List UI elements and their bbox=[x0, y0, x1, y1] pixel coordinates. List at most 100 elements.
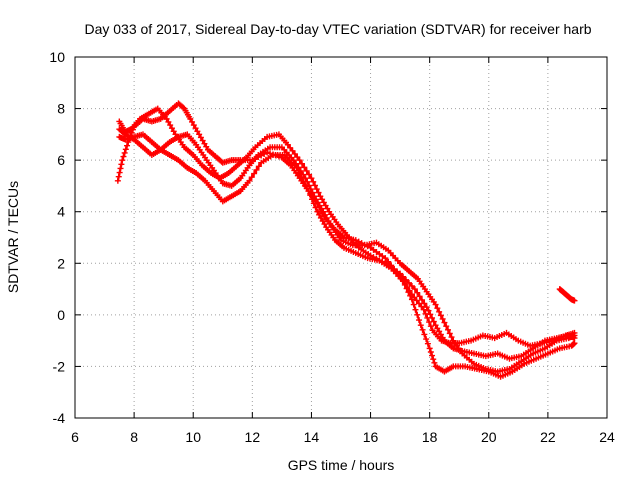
data-point bbox=[421, 300, 428, 307]
data-point bbox=[301, 164, 308, 171]
data-point bbox=[317, 214, 324, 221]
data-point bbox=[122, 146, 129, 153]
data-point bbox=[311, 182, 318, 189]
y-axis-label: SDTVAR / TECUs bbox=[5, 181, 21, 293]
data-point bbox=[425, 307, 432, 314]
series-trace-5 bbox=[556, 286, 578, 304]
data-point bbox=[400, 278, 407, 285]
data-point bbox=[405, 279, 412, 286]
data-point bbox=[121, 149, 128, 156]
data-point bbox=[436, 308, 443, 315]
data-point bbox=[443, 323, 450, 330]
data-point bbox=[412, 306, 419, 313]
data-point bbox=[571, 332, 578, 339]
plot-frame bbox=[74, 56, 608, 419]
series-trace-3 bbox=[116, 126, 578, 375]
data-point bbox=[432, 301, 439, 308]
data-point bbox=[114, 177, 121, 184]
data-point bbox=[427, 323, 434, 330]
data-point bbox=[310, 178, 317, 185]
data-point bbox=[436, 328, 443, 335]
data-point bbox=[325, 217, 332, 224]
data-point bbox=[303, 167, 310, 174]
data-point bbox=[423, 336, 430, 343]
data-point bbox=[434, 325, 441, 332]
data-point bbox=[293, 164, 300, 171]
data-point bbox=[201, 140, 208, 147]
data-point bbox=[115, 173, 122, 180]
data-point bbox=[311, 193, 318, 200]
data-point bbox=[319, 217, 326, 224]
data-point bbox=[289, 147, 296, 154]
data-point bbox=[317, 193, 324, 200]
data-point bbox=[431, 359, 438, 366]
data-point bbox=[429, 352, 436, 359]
data-point bbox=[429, 314, 436, 321]
data-point bbox=[424, 340, 431, 347]
data-point bbox=[309, 196, 316, 203]
data-point bbox=[419, 326, 426, 333]
data-point bbox=[323, 214, 330, 221]
data-point bbox=[246, 177, 253, 184]
data-point bbox=[117, 165, 124, 172]
data-point bbox=[291, 150, 298, 157]
data-point bbox=[423, 304, 430, 311]
data-point bbox=[119, 157, 126, 164]
data-point bbox=[170, 128, 177, 135]
data-point bbox=[322, 211, 329, 218]
data-series bbox=[114, 100, 578, 380]
data-point bbox=[192, 125, 199, 132]
data-point bbox=[432, 322, 439, 329]
data-point bbox=[318, 205, 325, 212]
axis-ticks bbox=[74, 56, 608, 419]
data-point bbox=[411, 286, 418, 293]
data-point bbox=[190, 122, 197, 129]
data-point bbox=[426, 345, 433, 352]
data-point bbox=[448, 334, 455, 341]
data-point bbox=[405, 289, 412, 296]
data-point bbox=[314, 199, 321, 206]
x-tick-label: 20 bbox=[481, 429, 497, 445]
data-point bbox=[298, 160, 305, 167]
data-point bbox=[255, 163, 262, 170]
data-point bbox=[316, 211, 323, 218]
data-point bbox=[310, 200, 317, 207]
data-point bbox=[414, 311, 421, 318]
data-point bbox=[421, 331, 428, 338]
x-tick-label: 14 bbox=[304, 429, 320, 445]
data-point bbox=[316, 202, 323, 209]
grid-lines bbox=[75, 57, 607, 418]
data-point bbox=[320, 199, 327, 206]
data-point bbox=[401, 281, 408, 288]
data-point bbox=[300, 178, 307, 185]
data-point bbox=[434, 305, 441, 312]
data-point bbox=[203, 143, 210, 150]
series-trace-4 bbox=[116, 131, 578, 380]
data-point bbox=[187, 115, 194, 122]
data-point bbox=[296, 169, 303, 176]
data-point bbox=[418, 296, 425, 303]
data-point bbox=[116, 169, 123, 176]
data-point bbox=[312, 204, 319, 211]
data-point bbox=[416, 300, 423, 307]
data-point bbox=[124, 142, 131, 149]
data-point bbox=[199, 137, 206, 144]
data-point bbox=[165, 118, 172, 125]
data-point bbox=[430, 318, 437, 325]
y-tick-label: 10 bbox=[49, 49, 65, 65]
x-tick-label: 18 bbox=[422, 429, 438, 445]
data-point bbox=[163, 115, 170, 122]
data-point bbox=[248, 174, 255, 181]
data-point bbox=[302, 175, 309, 182]
x-axis-label: GPS time / hours bbox=[288, 457, 395, 473]
data-point bbox=[196, 131, 203, 138]
data-point bbox=[417, 322, 424, 329]
y-tick-label: -2 bbox=[53, 358, 66, 374]
data-point bbox=[284, 141, 291, 148]
data-point bbox=[189, 118, 196, 125]
data-point bbox=[410, 301, 417, 308]
data-point bbox=[408, 282, 415, 289]
data-point bbox=[287, 144, 294, 151]
data-point bbox=[120, 153, 127, 160]
